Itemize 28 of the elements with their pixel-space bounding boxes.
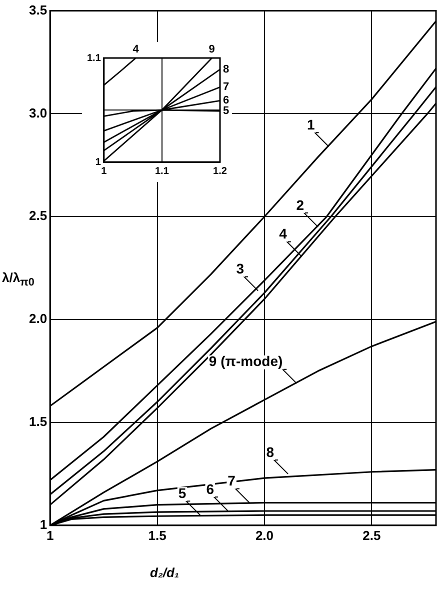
annotation: 2 xyxy=(296,196,304,213)
annotation: 9 xyxy=(208,44,215,56)
x-tick-label: 1.1 xyxy=(155,166,170,177)
y-tick-label: 2.0 xyxy=(28,311,48,326)
annotation: 3 xyxy=(236,260,244,277)
annotation: 4 xyxy=(279,226,288,242)
x-tick-label: 1.5 xyxy=(148,528,166,543)
y-tick-label: 2.5 xyxy=(28,208,48,224)
x-tick-label: 2.0 xyxy=(255,528,274,543)
y-tick-label: 3.0 xyxy=(28,105,48,120)
annotation: 7 xyxy=(228,472,236,489)
annotation: 4 xyxy=(132,44,140,56)
y-axis-title: λ/λ$_{π0}$ xyxy=(2,270,34,289)
annotation: 6 xyxy=(206,480,214,497)
x-tick-label: 2.5 xyxy=(362,528,381,543)
y-tick-label: 1.5 xyxy=(28,414,48,430)
annotation: 8 xyxy=(223,63,230,76)
annotation: 5 xyxy=(223,105,230,118)
annotation: 7 xyxy=(223,81,230,94)
annotation: 1 xyxy=(307,116,315,133)
x-tick-label: 1.2 xyxy=(213,166,228,177)
annotation: 6 xyxy=(223,94,230,107)
x-axis-title: d₂/d₁ xyxy=(150,565,180,580)
annotation: 9 (π-mode) xyxy=(208,353,283,370)
y-tick-label: 3.5 xyxy=(28,2,48,18)
annotation: 8 xyxy=(266,444,274,460)
y-tick-label: 1 xyxy=(40,516,48,532)
annotation: 5 xyxy=(178,484,186,501)
